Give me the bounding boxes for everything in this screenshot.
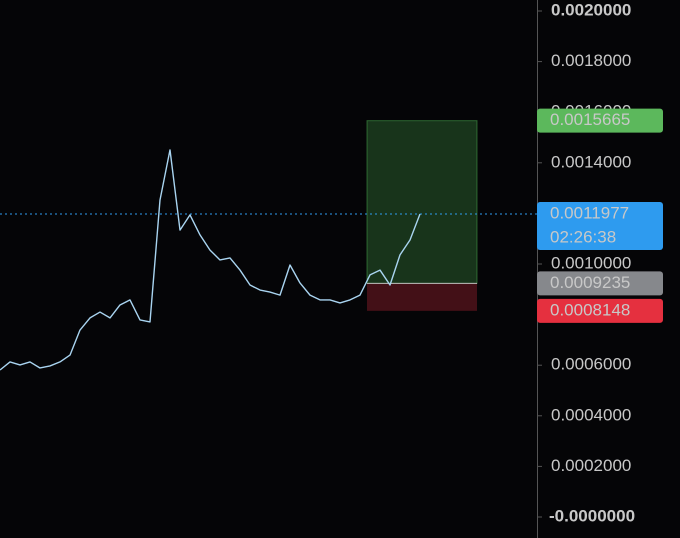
price-badge: [537, 298, 663, 323]
price-badge: [537, 271, 663, 296]
price-badge: [537, 108, 663, 133]
price-line: [0, 149, 421, 371]
price-badge-label: 0.0015665: [550, 110, 630, 129]
y-tick-label: 0.0006000: [551, 355, 631, 374]
profit-zone: [366, 120, 478, 284]
price-badge-label: 0.0008148: [550, 300, 630, 319]
price-badge-label: 0.0009235: [550, 273, 630, 292]
price-badge: [537, 201, 663, 250]
loss-zone: [367, 283, 477, 311]
y-tick-label: 0.0010000: [551, 253, 631, 272]
y-tick-label: 0.0018000: [551, 51, 631, 70]
y-tick-label: 0.0020000: [551, 0, 631, 19]
y-tick-label: 0.0002000: [551, 456, 631, 475]
y-tick-label: 0.0004000: [551, 405, 631, 424]
y-tick-label: 0.0014000: [551, 152, 631, 171]
y-tick-label: -0.0000000: [549, 506, 635, 525]
countdown: 02:26:38: [550, 227, 616, 246]
price-badge-label: 0.0011977: [550, 203, 629, 222]
